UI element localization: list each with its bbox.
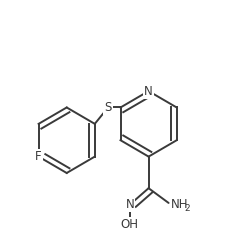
Text: N: N <box>144 84 153 98</box>
Text: N: N <box>125 198 134 211</box>
Text: NH: NH <box>171 198 188 211</box>
Text: F: F <box>35 150 42 163</box>
Text: S: S <box>104 101 112 114</box>
Text: OH: OH <box>121 218 139 231</box>
Text: 2: 2 <box>184 204 190 213</box>
